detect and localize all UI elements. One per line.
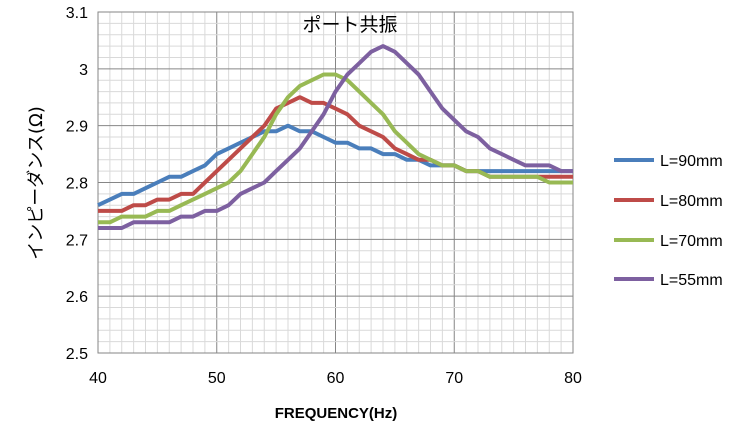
y-tick-label: 3: [79, 62, 88, 79]
x-tick-label: 80: [564, 370, 582, 387]
x-axis-label: FREQUENCY(Hz): [275, 405, 398, 422]
legend-label: L=70mm: [660, 233, 723, 250]
x-tick-labels: 40 50 60 70 80: [89, 370, 582, 387]
legend-label: L=90mm: [660, 153, 723, 170]
x-tick-label: 50: [208, 370, 226, 387]
gridlines: [97, 11, 574, 354]
x-tick-label: 40: [89, 370, 107, 387]
y-tick-label: 2.7: [66, 232, 88, 249]
y-tick-label: 2.9: [66, 119, 88, 136]
y-tick-label: 2.5: [66, 346, 88, 363]
x-tick-label: 70: [445, 370, 463, 387]
y-tick-label: 3.1: [66, 5, 88, 22]
series-line-1: [97, 123, 573, 208]
legend-label: L=80mm: [660, 193, 723, 210]
series-line-3: [98, 72, 573, 225]
legend: L=90mm L=80mm L=70mm L=55mm: [614, 153, 723, 289]
y-tick-label: 2.8: [66, 176, 88, 193]
x-tick-label: 60: [327, 370, 345, 387]
series-line-4: [98, 44, 573, 230]
y-tick-label: 2.6: [66, 289, 88, 306]
y-tick-labels: 2.5 2.6 2.7 2.8 2.9 3 3.1: [66, 5, 88, 363]
y-axis-label: インピーダンス(Ω): [26, 106, 47, 259]
legend-label: L=55mm: [660, 272, 723, 289]
chart-title: ポート共振: [302, 14, 397, 36]
series-lines: [97, 44, 573, 230]
